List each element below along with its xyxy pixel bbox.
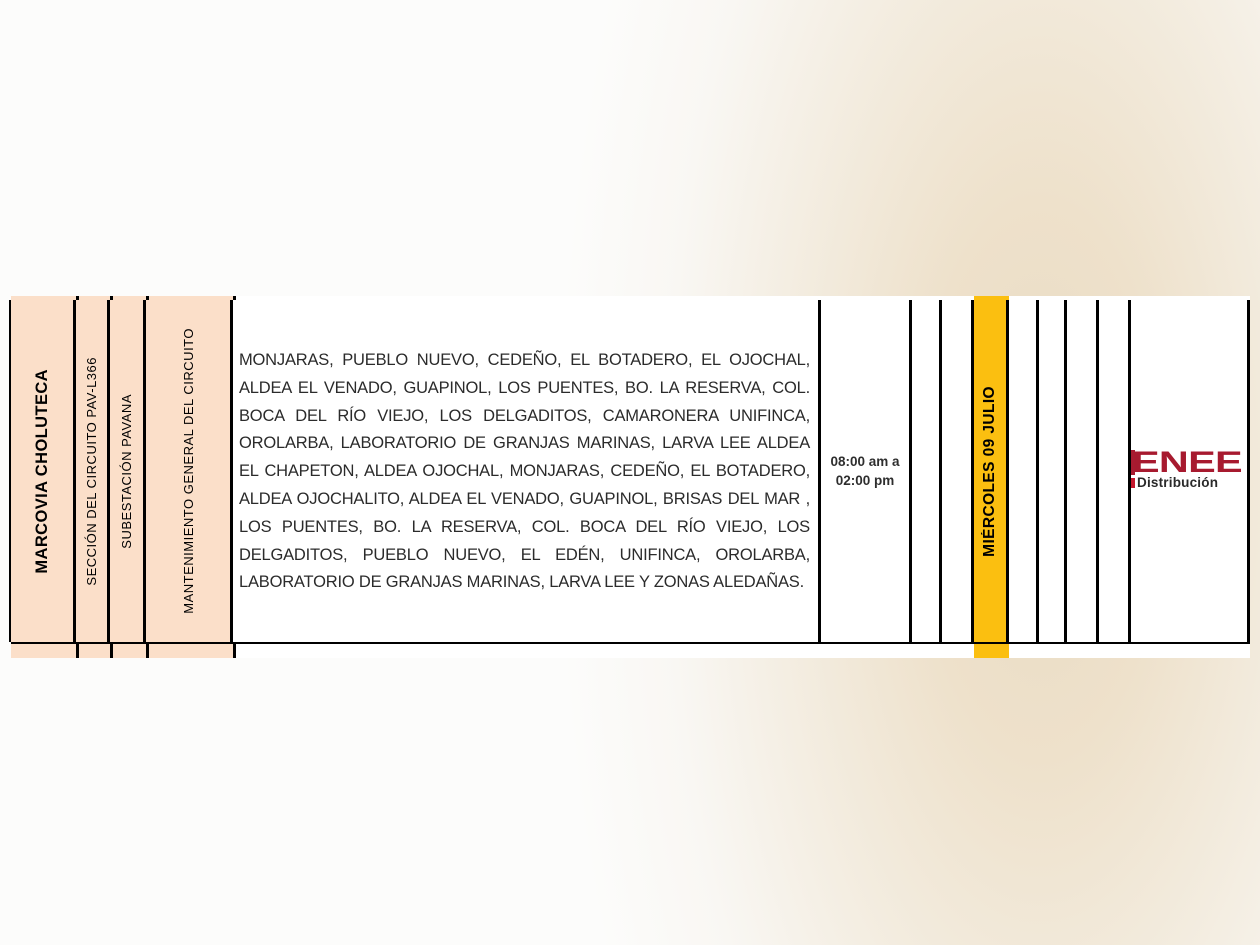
svg-text:Distribución: Distribución: [1137, 475, 1218, 490]
